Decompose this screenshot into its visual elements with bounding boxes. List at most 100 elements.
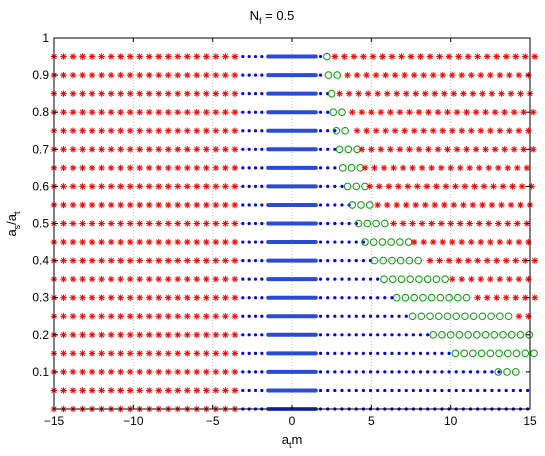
green-circle-point (388, 256, 396, 265)
red-star-point (88, 146, 96, 153)
blue-dot-point (518, 388, 523, 393)
blue-dot-point (397, 388, 401, 393)
green-circle-point (503, 368, 511, 376)
red-star-point (165, 220, 172, 227)
red-star-point (406, 146, 413, 153)
red-star-point (79, 313, 86, 320)
red-star-point (493, 257, 500, 264)
green-circle-point (347, 164, 356, 172)
red-star-point (349, 109, 356, 116)
ylabel-base: a (4, 229, 19, 237)
red-star-point (60, 53, 67, 60)
red-star-point (88, 183, 96, 190)
red-star-point (203, 220, 210, 227)
red-star-point (336, 90, 343, 97)
red-star-point (155, 238, 162, 246)
red-star-point (503, 53, 510, 60)
blue-dot-point (333, 314, 337, 318)
blue-dot-point (476, 370, 480, 374)
red-star-point (395, 183, 402, 190)
blue-dot-point (253, 240, 258, 244)
x-tick-label: −15 (44, 414, 65, 428)
red-star-point (60, 331, 67, 338)
red-star-point (212, 164, 220, 172)
blue-dot-point (260, 221, 264, 226)
green-circle-point (363, 219, 372, 228)
green-circle-point (481, 331, 490, 339)
red-star-point (458, 238, 465, 246)
green-circle-point (487, 312, 495, 321)
red-star-point (512, 294, 519, 301)
blue-dot-point (333, 351, 337, 355)
red-star-point (412, 201, 419, 209)
red-star-point (439, 71, 446, 79)
red-star-point (117, 331, 124, 338)
blue-dot-point (241, 240, 245, 244)
red-star-point (136, 387, 143, 394)
red-star-point (88, 220, 96, 227)
blue-dot-point (253, 388, 258, 393)
blue-dot-point (253, 333, 258, 337)
red-star-point (126, 387, 134, 394)
green-circle-point (486, 349, 495, 358)
blue-dot-point (318, 203, 323, 207)
red-star-point (434, 146, 442, 153)
red-star-point (98, 183, 105, 190)
blue-dot-point (326, 221, 330, 226)
blue-dot-point (318, 296, 323, 300)
red-star-point (444, 109, 451, 116)
green-circle-point (512, 349, 521, 358)
red-star-point (146, 71, 153, 79)
blue-dot-point (241, 166, 245, 170)
red-star-point (193, 294, 200, 301)
red-star-point (184, 387, 191, 394)
red-star-point (420, 127, 427, 134)
red-star-point (487, 275, 494, 283)
red-star-point (184, 201, 191, 209)
red-star-point (517, 90, 524, 97)
red-star-point (193, 53, 200, 60)
red-star-point (136, 313, 143, 320)
blue-dot-point (247, 184, 251, 188)
red-star-point (212, 368, 220, 376)
red-star-point (88, 313, 96, 320)
red-star-point (184, 164, 191, 172)
red-star-point (117, 294, 124, 301)
red-star-point (345, 90, 353, 97)
red-star-point (469, 90, 477, 97)
green-circle-point (499, 331, 507, 339)
red-star-point (98, 164, 105, 172)
red-star-point (174, 164, 181, 172)
red-star-point (203, 53, 210, 60)
red-star-point (117, 127, 124, 134)
red-star-point (441, 90, 448, 97)
red-star-point (212, 275, 220, 283)
blue-dot-point (390, 388, 394, 393)
red-star-point (410, 71, 418, 79)
red-star-point (477, 127, 485, 134)
y-tick-label: 0.3 (32, 291, 49, 305)
red-star-point (444, 146, 451, 153)
blue-dot-point (253, 92, 258, 96)
red-star-point (60, 238, 67, 246)
ylabel-sub: s (12, 224, 22, 229)
red-star-point (60, 257, 67, 264)
blue-dot-point (318, 166, 323, 170)
red-star-point (418, 164, 426, 172)
blue-dot-point (260, 147, 264, 151)
red-star-point (458, 275, 465, 283)
blue-dot-point (333, 240, 337, 244)
blue-dot-point (347, 333, 351, 337)
red-star-point (430, 127, 437, 134)
red-star-point (529, 146, 537, 153)
red-star-point (126, 53, 134, 60)
blue-dot-point (426, 388, 430, 393)
red-star-point (515, 275, 523, 283)
red-star-point (203, 146, 210, 153)
blue-dot-point (418, 388, 423, 393)
red-star-point (231, 127, 239, 134)
red-star-point (388, 53, 396, 60)
red-star-point (222, 350, 229, 357)
red-star-point (512, 257, 519, 264)
data-row (50, 164, 531, 172)
